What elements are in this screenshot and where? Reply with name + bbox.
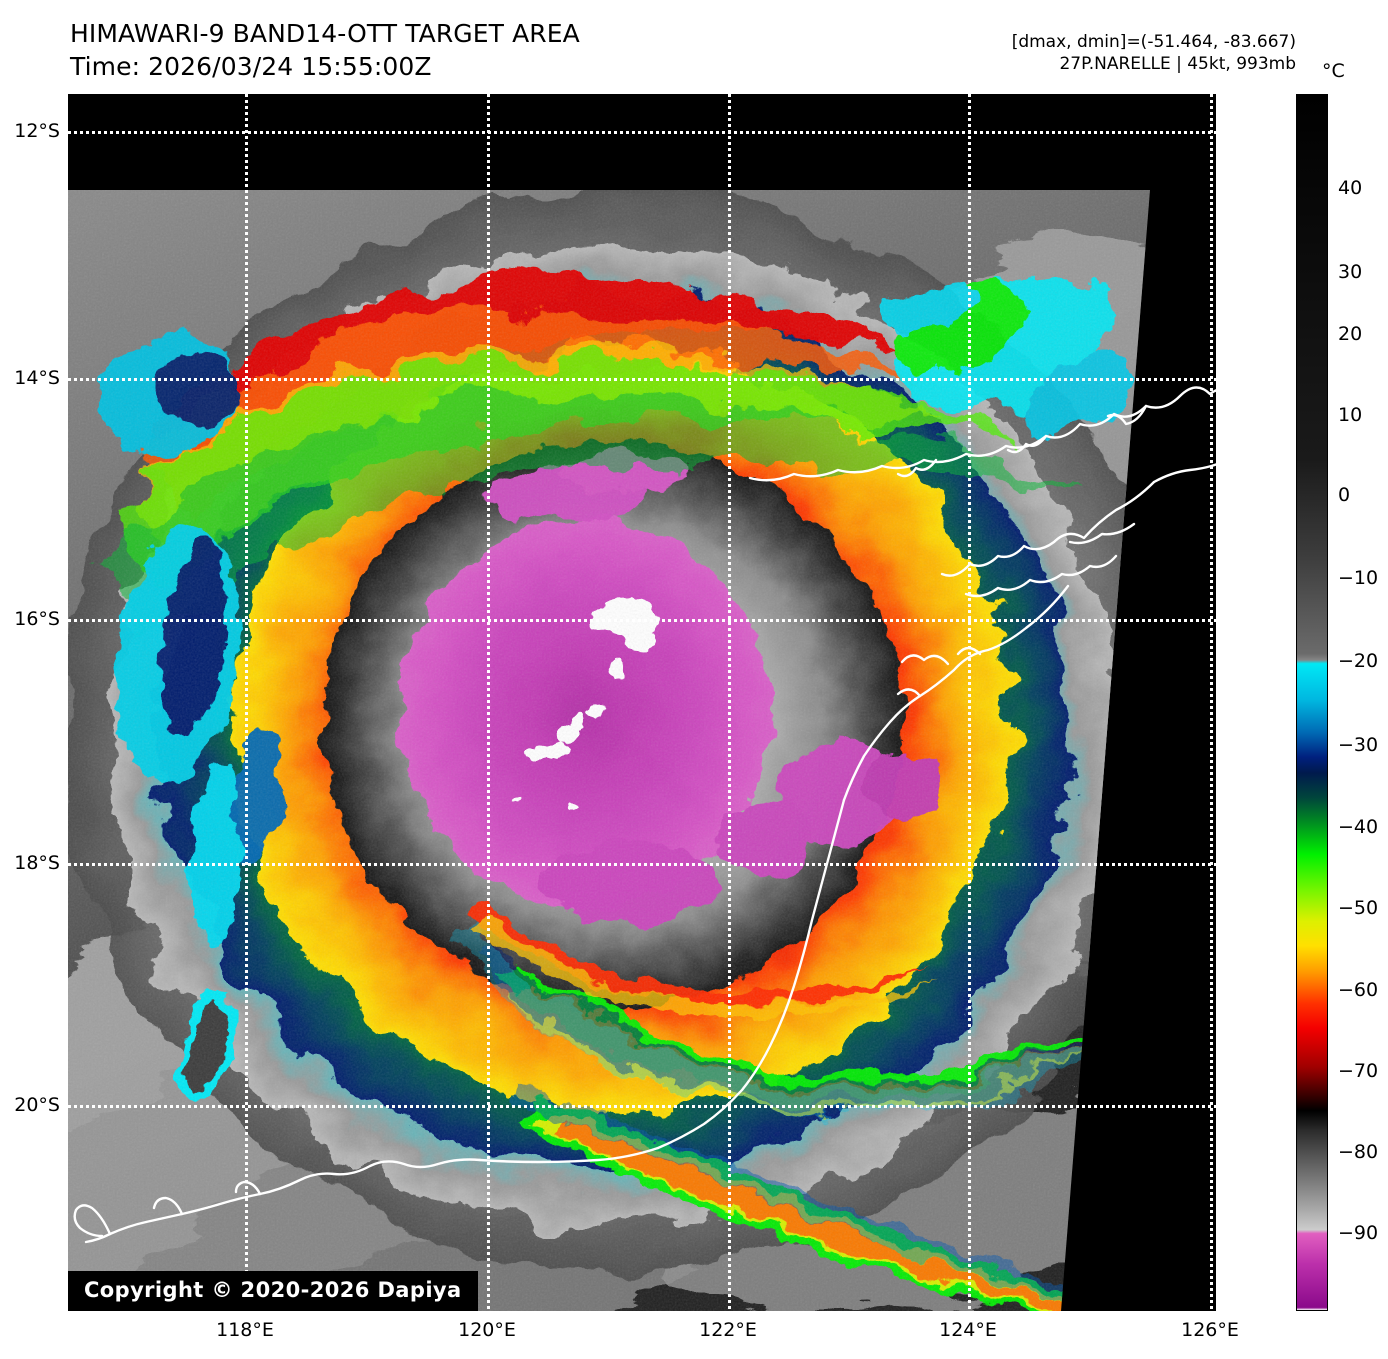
satellite-image-plot[interactable]: Copyright © 2020-2026 Dapiya: [68, 94, 1216, 1311]
page-title: HIMAWARI-9 BAND14-OTT TARGET AREA: [70, 19, 580, 48]
lat-tick-12s: 12°S: [14, 120, 60, 142]
lat-tick-18s: 18°S: [14, 852, 60, 874]
colorbar-tick-m60: −60: [1338, 979, 1379, 1001]
colorbar-tick-m90: −90: [1338, 1222, 1379, 1244]
timestamp-line: Time: 2026/03/24 15:55:00Z: [70, 51, 432, 81]
header-title-block: HIMAWARI-9 BAND14-OTT TARGET AREA Time: …: [70, 18, 580, 83]
colorbar-tick-40: 40: [1338, 177, 1363, 199]
colorbar-tick-m10: −10: [1338, 567, 1379, 589]
colorbar-tick-10: 10: [1338, 404, 1363, 426]
lon-tick-120e: 120°E: [458, 1319, 516, 1341]
colorbar-tick-m50: −50: [1338, 897, 1379, 919]
colorbar-tick-30: 30: [1338, 261, 1363, 283]
colorbar-tick-m80: −80: [1338, 1141, 1379, 1163]
colorbar-unit-label: °C: [1322, 60, 1345, 82]
colorbar-tick-m30: −30: [1338, 734, 1379, 756]
colorbar-tick-m20: −20: [1338, 650, 1379, 672]
lon-tick-122e: 122°E: [699, 1319, 757, 1341]
header-metadata-block: [dmax, dmin]=(-51.464, -83.667) 27P.NARE…: [1012, 31, 1296, 76]
colorbar-tick-20: 20: [1338, 323, 1363, 345]
lat-tick-20s: 20°S: [14, 1094, 60, 1116]
colorbar-tick-m70: −70: [1338, 1060, 1379, 1082]
temperature-colorbar[interactable]: [1296, 94, 1328, 1311]
colorbar-tick-0: 0: [1338, 484, 1351, 506]
colorbar-gradient-fill: [1297, 95, 1327, 1310]
satellite-infrared-imagery: [68, 94, 1216, 1311]
colorbar-tick-m40: −40: [1338, 816, 1379, 838]
lon-tick-118e: 118°E: [216, 1319, 274, 1341]
coastline-overlay: [73, 386, 1216, 1244]
storm-identifier: 27P.NARELLE | 45kt, 993mb: [1059, 54, 1296, 75]
lat-tick-16s: 16°S: [14, 608, 60, 630]
dminmax-readout: [dmax, dmin]=(-51.464, -83.667): [1011, 32, 1296, 52]
lon-tick-126e: 126°E: [1181, 1319, 1239, 1341]
lon-tick-124e: 124°E: [939, 1319, 997, 1341]
copyright-notice: Copyright © 2020-2026 Dapiya: [68, 1271, 478, 1311]
lat-tick-14s: 14°S: [14, 367, 60, 389]
